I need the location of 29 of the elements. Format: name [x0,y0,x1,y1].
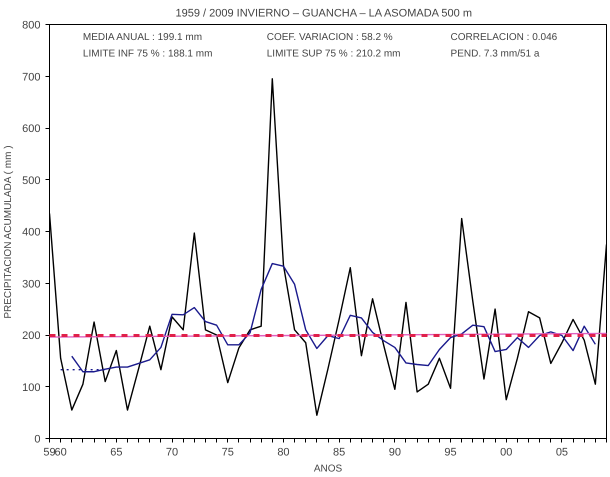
x-tick-label: 65 [110,446,122,458]
annotation: MEDIA ANUAL : 199.1 mm [82,32,202,44]
x-tick-label: 00 [500,446,512,458]
y-tick-label: 0 [34,434,41,446]
y-tick-label: 300 [22,278,41,290]
x-tick-label: 60 [54,446,67,458]
x-tick-label: 90 [388,446,401,458]
annotation: LIMITE INF 75 % : 188.1 mm [82,48,212,60]
chart-title: 1959 / 2009 INVIERNO – GUANCHA – LA ASOMADA 500 m [175,8,472,20]
annotation: COEF. VARIACION : 58.2 % [266,32,393,44]
x-tick-label: 85 [333,446,346,458]
x-tick-label: 59 [43,446,56,458]
x-axis-title: ANOS [314,464,342,474]
y-tick-label: 700 [22,71,41,84]
x-tick-label: 05 [556,446,568,458]
y-tick-label: 600 [22,123,41,135]
x-tick-label: 95 [444,446,457,458]
y-tick-label: 200 [22,330,41,342]
y-axis-title: PRECIPITACION ACUMULADA ( mm ) [3,145,14,319]
y-tick-label: 500 [22,174,41,187]
x-tick-label: 75 [222,446,234,458]
annotation: CORRELACION : 0.046 [450,32,558,44]
annotation: LIMITE SUP 75 % : 210.2 mm [266,48,400,60]
y-tick-label: 100 [22,382,41,394]
y-tick-label: 400 [22,226,41,238]
x-tick-label: 70 [166,446,178,458]
x-tick-label: 80 [277,446,290,458]
annotation: PEND. 7.3 mm/51 a [450,48,540,60]
y-tick-label: 800 [22,20,41,32]
